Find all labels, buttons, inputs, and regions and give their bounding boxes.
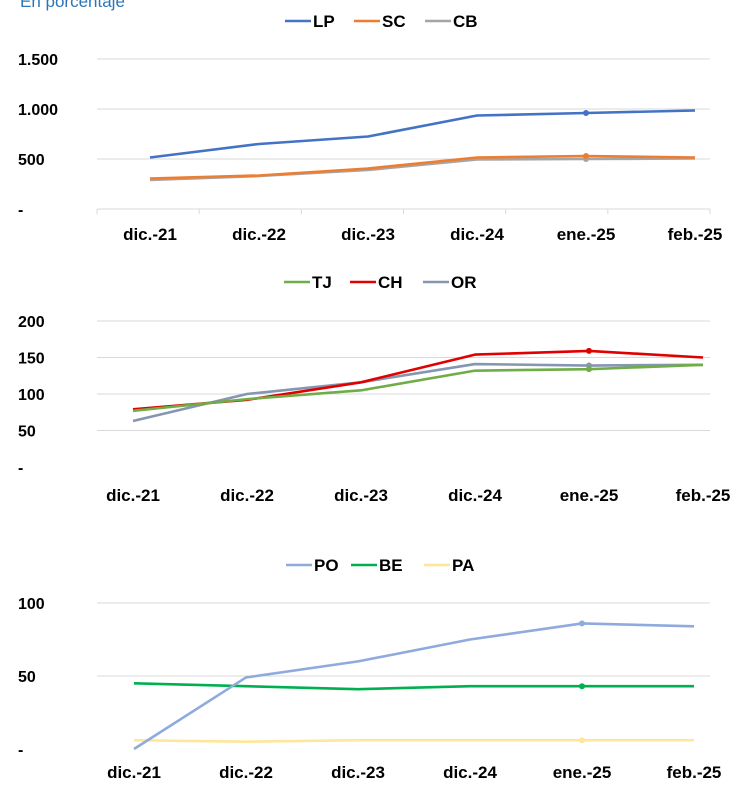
x-tick-label: dic.-21: [123, 225, 177, 244]
series-line-be: [133, 682, 694, 691]
series-line-lp: [149, 109, 696, 159]
legend-label-be: BE: [379, 556, 403, 575]
y-tick-label: -: [18, 202, 23, 219]
series-line-tj: [132, 363, 704, 413]
legend-label-lp: LP: [313, 12, 335, 31]
series-line-or: [132, 362, 704, 423]
figure-subtitle: En porcentaje: [20, 0, 125, 11]
legend-label-tj: TJ: [312, 273, 332, 292]
series-line-po: [133, 622, 695, 751]
data-point-tj: [586, 366, 592, 373]
x-tick-label: ene.-25: [560, 486, 619, 505]
x-tick-label: dic.-22: [232, 225, 286, 244]
data-point-be: [579, 683, 585, 690]
data-point-pa: [579, 737, 585, 744]
x-tick-label: ene.-25: [557, 225, 616, 244]
x-tick-label: dic.-21: [107, 763, 161, 782]
y-tick-label: 100: [18, 596, 45, 613]
data-point-ch: [586, 347, 592, 354]
x-tick-label: feb.-25: [668, 225, 723, 244]
x-tick-label: dic.-24: [448, 486, 502, 505]
legend-label-po: PO: [314, 556, 339, 575]
x-tick-label: dic.-23: [334, 486, 388, 505]
y-tick-label: 100: [18, 387, 45, 404]
chart-panel-2: - 50 100 150 200 dic.-21 dic.-22 dic.-23 dic.-24…: [18, 273, 730, 505]
x-tick-label: feb.-25: [676, 486, 731, 505]
y-tick-label: 1.500: [18, 52, 58, 69]
y-tick-label: 50: [18, 669, 36, 686]
x-tick-label: dic.-24: [450, 225, 504, 244]
y-tick-label: 50: [18, 424, 36, 441]
chart-panel-3: - 50 100 dic.-21 dic.-22 dic.-23 dic.-24 ene.-2…: [18, 556, 721, 782]
x-tick-label: dic.-23: [331, 763, 385, 782]
chart-panel-1: - 500 1.000 1.500 dic.-21 dic.-22 dic.-23 dic.-…: [18, 12, 722, 244]
series-line-sc: [149, 154, 696, 180]
y-tick-label: -: [18, 742, 23, 759]
legend-label-sc: SC: [382, 12, 406, 31]
legend-label-or: OR: [451, 273, 477, 292]
x-tick-label: dic.-21: [106, 486, 160, 505]
series-line-pa: [133, 738, 694, 744]
x-tick-label: ene.-25: [553, 763, 612, 782]
legend-label-ch: CH: [378, 273, 403, 292]
data-point-lp: [583, 110, 589, 116]
x-tick-label: dic.-24: [443, 763, 497, 782]
y-tick-label: -: [18, 460, 23, 477]
legend-label-cb: CB: [453, 12, 478, 31]
y-tick-label: 500: [18, 152, 45, 169]
data-point-sc: [583, 153, 589, 159]
x-tick-label: feb.-25: [667, 763, 722, 782]
data-point-po: [579, 620, 585, 627]
x-tick-label: dic.-22: [220, 486, 274, 505]
x-tick-label: dic.-22: [219, 763, 273, 782]
y-tick-label: 200: [18, 314, 45, 331]
y-tick-label: 150: [18, 351, 45, 368]
y-tick-label: 1.000: [18, 102, 58, 119]
legend-label-pa: PA: [452, 556, 474, 575]
x-tick-label: dic.-23: [341, 225, 395, 244]
